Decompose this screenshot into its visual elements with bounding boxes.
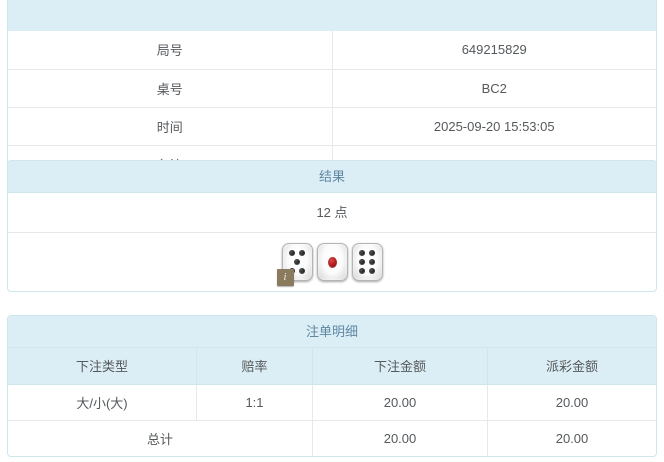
cell-total-label: 总计 <box>8 420 313 456</box>
die-2 <box>316 243 348 281</box>
bet-detail-table: 下注类型 赔率 下注金额 派彩金额 大/小(大) 1:1 20.00 20.00… <box>8 348 656 456</box>
info-value-time: 2025-09-20 15:53:05 <box>332 106 656 145</box>
table-row: 时间 2025-09-20 15:53:05 <box>8 106 656 145</box>
die-1: i <box>276 243 313 286</box>
die-pip <box>368 258 375 265</box>
die-pip-red <box>327 256 337 268</box>
cell-total-stake: 20.00 <box>312 420 488 456</box>
die-pip <box>359 267 366 274</box>
table-header-row: 下注类型 赔率 下注金额 派彩金额 <box>8 348 656 385</box>
die-pip <box>359 250 366 257</box>
cell-total-payout: 20.00 <box>555 430 589 446</box>
bet-detail-panel: 注单明细 下注类型 赔率 下注金额 派彩金额 大/小(大) 1:1 20.00 … <box>7 315 657 457</box>
round-info-table: 局号 649215829 桌号 BC2 时间 2025-09-20 15:53:… <box>8 0 656 183</box>
table-row: 大/小(大) 1:1 20.00 20.00 <box>8 384 656 421</box>
table-total-row: 总计 20.00 20.00 <box>8 420 656 456</box>
die-pip <box>368 267 375 274</box>
result-panel: 结果 12 点 i <box>7 160 657 292</box>
cell-odds: 1:1 <box>196 384 313 421</box>
table-row: 桌号 BC2 <box>8 68 656 107</box>
die-pip <box>289 250 296 257</box>
die-pip <box>359 258 366 265</box>
die-pip <box>298 250 305 257</box>
cell-payout: 20.00 <box>487 384 656 421</box>
dice-row: i <box>276 243 383 286</box>
column-header-payout: 派彩金额 <box>487 348 656 385</box>
table-row: 局号 649215829 <box>8 31 656 69</box>
die-3 <box>351 243 383 281</box>
round-info-panel: 局号 649215829 桌号 BC2 时间 2025-09-20 15:53:… <box>7 0 657 184</box>
cell-bet-type: 大/小(大) <box>8 384 197 421</box>
top-strip-bar <box>8 0 656 31</box>
info-label-table-number: 桌号 <box>8 68 333 107</box>
column-header-odds: 赔率 <box>196 348 313 385</box>
info-label-round-number: 局号 <box>8 31 333 69</box>
bet-detail-section-header: 注单明细 <box>8 316 656 348</box>
info-label-time: 时间 <box>8 106 333 145</box>
result-dice-area: i <box>8 233 656 291</box>
column-header-stake: 下注金额 <box>312 348 488 385</box>
cell-stake: 20.00 <box>312 384 488 421</box>
info-value-table-number: BC2 <box>332 68 656 107</box>
info-value-round-number: 649215829 <box>461 42 527 58</box>
die-pip <box>298 267 305 274</box>
die-pip <box>368 250 375 257</box>
info-badge-icon: i <box>276 269 294 286</box>
result-total-points: 12 点 <box>8 193 656 233</box>
round-info-top-strip <box>8 0 656 31</box>
column-header-bet-type: 下注类型 <box>8 348 197 385</box>
result-section-header: 结果 <box>8 161 656 193</box>
die-pip <box>294 258 300 265</box>
